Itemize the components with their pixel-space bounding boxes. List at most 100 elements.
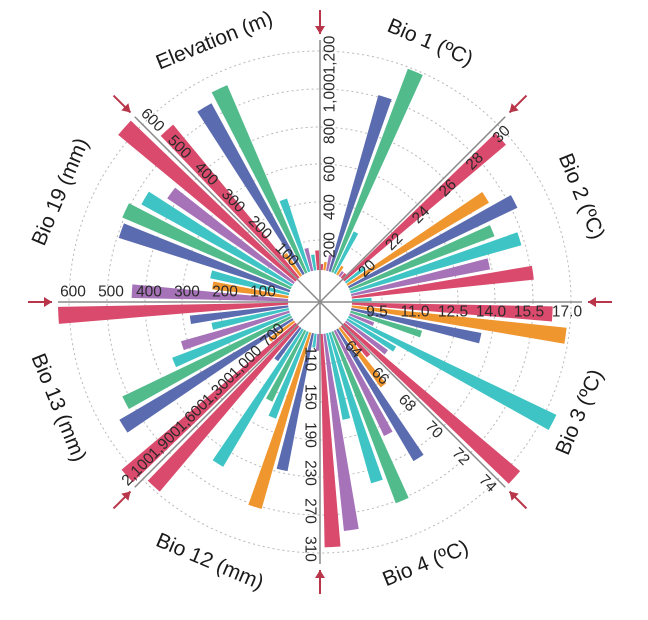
bar: [343, 322, 521, 484]
bar: [310, 254, 317, 271]
bar: [350, 308, 482, 344]
bar: [119, 318, 294, 433]
bar: [338, 326, 386, 388]
bar: [122, 315, 293, 410]
bar: [349, 313, 375, 326]
bar: [326, 332, 351, 420]
tick-label: 190: [302, 422, 319, 448]
bar: [268, 331, 309, 419]
bar: [197, 103, 305, 276]
tick-label: 600: [322, 156, 339, 182]
bar: [320, 264, 324, 271]
bar: [323, 262, 327, 271]
bar: [210, 270, 290, 296]
arrow-head: [509, 103, 519, 113]
tick-label: 74: [475, 472, 499, 496]
bar: [147, 325, 300, 492]
bar: [315, 333, 320, 351]
bar: [340, 325, 371, 358]
bar: [351, 265, 534, 299]
tick-label: 270: [302, 498, 319, 524]
bar: [304, 247, 314, 272]
bar: [326, 255, 333, 272]
bar: [350, 258, 491, 296]
bar: [189, 305, 289, 325]
axis-line: [319, 116, 506, 303]
bar: [58, 302, 289, 324]
bar: [349, 225, 495, 291]
bar: [344, 267, 366, 284]
tick-label: 15.5: [514, 304, 544, 321]
tick-label: 9.5: [366, 304, 388, 321]
bar: [211, 85, 308, 274]
variable-label: Bio 1 (ºC): [384, 14, 476, 71]
tick-label: 310: [302, 536, 319, 562]
variable-label: Bio 19 (mm): [27, 135, 93, 249]
bar: [274, 326, 302, 362]
arrow-head: [315, 26, 325, 34]
bar: [346, 191, 490, 286]
tick-label: 400: [322, 194, 339, 220]
bar: [344, 320, 388, 355]
bar: [212, 281, 289, 299]
tick-label: 200: [212, 284, 238, 301]
bar: [118, 120, 297, 282]
bar: [160, 124, 300, 279]
variable-label: Bio 3 (ºC): [551, 366, 608, 458]
bar: [350, 232, 522, 294]
tick-label: 1,200: [322, 35, 339, 74]
arrow-head: [509, 491, 519, 501]
bar: [350, 310, 423, 338]
axis-line: [134, 301, 321, 488]
bar: [328, 332, 383, 484]
bar: [122, 203, 292, 290]
bar: [347, 315, 557, 431]
bar: [141, 191, 294, 287]
variable-label: Bio 12 (mm): [153, 529, 267, 595]
arrow-head: [121, 491, 131, 501]
arrow-head: [121, 103, 131, 113]
bar: [328, 95, 392, 272]
bar: [333, 329, 393, 436]
variable-label: Bio 13 (mm): [26, 350, 90, 465]
bar: [276, 332, 314, 472]
tick-label: 230: [302, 460, 319, 486]
tick-label: 12.5: [438, 304, 468, 321]
bar: [167, 187, 295, 285]
bar: [320, 333, 341, 548]
tick-label: 17.0: [552, 304, 583, 321]
arrow-head: [315, 570, 325, 578]
bar: [346, 318, 397, 352]
bar: [118, 223, 291, 293]
bar: [180, 310, 290, 351]
variable-label: Bio 4 (ºC): [379, 536, 472, 591]
bar: [212, 328, 304, 467]
bar: [211, 308, 290, 330]
bar: [340, 272, 347, 279]
tick-label: 600: [137, 105, 168, 136]
bar: [266, 329, 307, 402]
bar: [283, 252, 303, 277]
tick-label: 11.0: [400, 304, 429, 321]
tick-label: 110: [302, 347, 319, 372]
tick-label: 150: [302, 384, 319, 410]
axis-line: [319, 301, 506, 488]
variable-label: Bio 2 (ºC): [554, 150, 609, 243]
tick-label: 1,000: [322, 73, 339, 112]
bar: [331, 68, 423, 273]
axis-line: [134, 116, 321, 303]
bar: [333, 231, 359, 275]
bar: [351, 302, 553, 322]
arrow-markers: [28, 10, 612, 594]
bar: [331, 331, 409, 504]
tick-label: 400: [136, 284, 162, 301]
axis-lines: [58, 40, 582, 564]
bar: [351, 297, 372, 302]
bar: [323, 333, 359, 531]
tick-label: 14.0: [476, 304, 507, 321]
bar: [279, 198, 311, 273]
bar: [268, 320, 296, 342]
tick-label: 72: [449, 445, 473, 469]
